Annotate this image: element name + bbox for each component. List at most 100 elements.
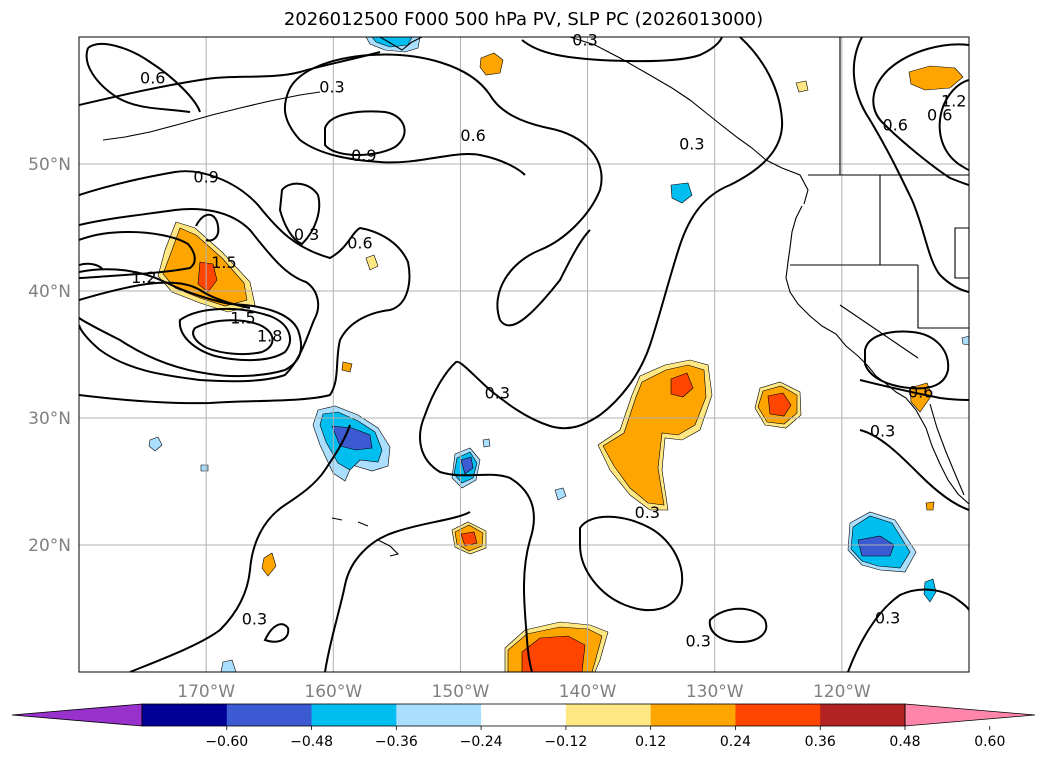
anomaly-patch <box>261 552 277 577</box>
anomaly-patch <box>521 635 586 672</box>
contour-label: 0.3 <box>294 225 319 244</box>
contour-label: 0.6 <box>883 116 908 135</box>
contour-label: 0.3 <box>875 608 900 627</box>
pc-contours <box>79 37 969 672</box>
contour-line <box>79 51 381 106</box>
anomaly-patch <box>220 659 237 672</box>
lat-tick-label: 40°N <box>28 282 71 302</box>
contour-line <box>79 281 251 309</box>
contour-label: 1.8 <box>257 326 282 345</box>
map-title: 2026012500 F000 500 hPa PV, SLP PC (2026… <box>283 9 764 30</box>
anomaly-patch <box>197 261 218 293</box>
contour-label: 0.6 <box>908 382 933 401</box>
colorbar-swatch <box>142 704 228 726</box>
contour-label: 1.5 <box>211 253 236 272</box>
colorbar-swatch <box>735 704 821 726</box>
contour-label: 1.2 <box>131 268 156 287</box>
anomaly-patch <box>200 464 209 472</box>
contour-label: 0.3 <box>242 610 267 629</box>
anomaly-patch <box>371 37 413 48</box>
anomaly-patch <box>148 436 163 452</box>
contour-line <box>192 319 274 356</box>
colorbar-tick-label: 0.24 <box>720 734 751 750</box>
contour-line <box>324 110 406 156</box>
colorbar-tick-label: −0.24 <box>460 734 503 750</box>
lat-tick-label: 20°N <box>28 536 71 556</box>
coastline <box>785 205 969 505</box>
lon-tick-label: 170°W <box>177 682 235 702</box>
colorbar-tick-label: −0.60 <box>205 734 248 750</box>
contour-line <box>283 87 526 176</box>
coastline <box>839 304 919 359</box>
contour-label: 1.2 <box>941 92 966 111</box>
contour-label: 0.3 <box>685 631 710 650</box>
contour-label: 0.6 <box>460 126 485 145</box>
coastline <box>917 265 969 329</box>
contour-line <box>87 43 201 113</box>
shaded-anomalies <box>148 37 969 672</box>
contour-label: 0.6 <box>927 105 952 124</box>
contour-line <box>195 213 220 242</box>
colorbar: −0.60 −0.48 −0.36 −0.24 −0.12 0.12 0.24 0.36 0.4… <box>11 703 1036 750</box>
colorbar-tick-label: 0.48 <box>889 734 920 750</box>
contour-label: 0.3 <box>485 384 510 403</box>
contour-line <box>864 330 950 390</box>
contour-line <box>278 182 321 246</box>
contour-label: 0.3 <box>679 135 704 154</box>
coastline <box>379 37 423 51</box>
anomaly-patch <box>482 438 491 448</box>
contour-label: 0.6 <box>347 234 372 253</box>
coastline <box>331 517 400 557</box>
contour-labels: 0.6 0.30.30.90.60.90.3 0.61.51.21.51.80.30… <box>131 31 966 651</box>
anomaly-patch <box>365 254 379 271</box>
contour-label: 0.9 <box>351 146 376 165</box>
colorbar-swatch <box>650 704 736 726</box>
colorbar-swatch <box>820 704 906 726</box>
anomaly-patch <box>908 65 964 91</box>
contour-line <box>579 515 684 612</box>
colorbar-tick-label: −0.12 <box>544 734 587 750</box>
lon-tick-label: 140°W <box>559 682 617 702</box>
anomaly-patch <box>670 372 694 398</box>
contour-line <box>79 208 320 383</box>
contour-label: 0.3 <box>635 503 660 522</box>
colorbar-swatch <box>311 704 397 726</box>
contour-line <box>263 623 290 643</box>
colorbar-extend-low <box>11 703 143 727</box>
coastline <box>929 403 965 496</box>
colorbar-extend-high <box>904 703 1036 727</box>
contour-label: 0.3 <box>319 78 344 97</box>
contour-line <box>85 47 191 113</box>
anomaly-patch <box>670 182 693 204</box>
map-frame <box>78 36 970 673</box>
contour-line <box>79 262 104 271</box>
contour-line <box>859 429 969 511</box>
contour-line <box>79 230 196 279</box>
anomaly-patch <box>857 535 895 557</box>
contour-line <box>708 607 768 644</box>
lon-tick-label: 150°W <box>432 682 490 702</box>
contour-line <box>129 424 351 672</box>
contour-label: 0.6 <box>140 69 165 88</box>
anomaly-patch <box>460 531 478 547</box>
axis-tick-labels: 170°W 160°W 150°W 140°W 130°W 120°W 50°N 40°N 30… <box>28 155 871 702</box>
anomaly-patch <box>602 364 707 506</box>
contour-line <box>521 37 723 63</box>
colorbar-tick-label: −0.36 <box>375 734 418 750</box>
contour-line <box>79 170 411 405</box>
colorbar-outline <box>141 703 906 727</box>
anomaly-patch <box>909 382 933 413</box>
anomaly-patch <box>460 456 474 475</box>
coastline <box>102 91 321 141</box>
contour-line <box>419 37 784 672</box>
coastline <box>954 227 969 279</box>
lat-tick-label: 50°N <box>28 155 71 175</box>
colorbar-tick-label: 0.12 <box>635 734 666 750</box>
contour-line <box>859 379 969 401</box>
contour-line <box>872 43 969 186</box>
colorbar-tick-label: −0.48 <box>290 734 333 750</box>
colorbar-tick-label: 0.36 <box>805 734 836 750</box>
contour-line <box>847 588 969 672</box>
colorbar-swatch <box>565 704 652 726</box>
